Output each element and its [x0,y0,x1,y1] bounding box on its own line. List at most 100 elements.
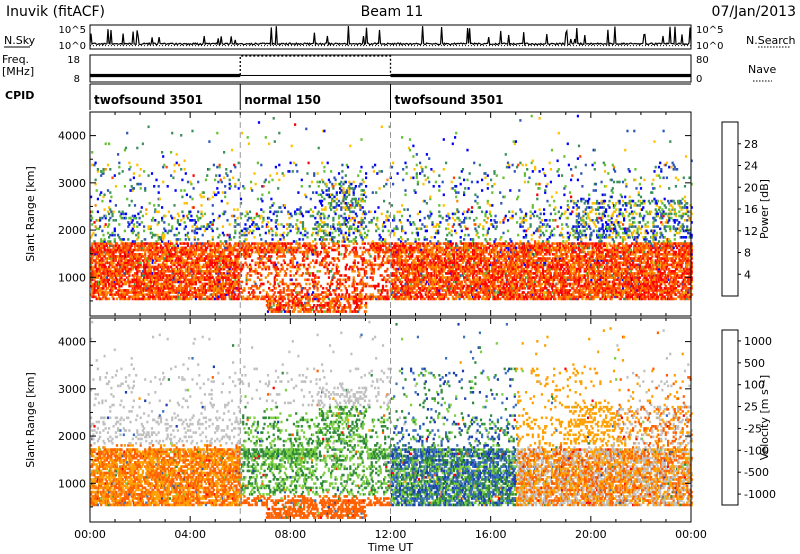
power-cell [193,265,196,269]
power-cell [381,259,385,262]
power-cell [370,246,373,250]
power-cell [275,242,279,245]
power-cell [242,297,245,301]
power-cell [365,195,368,199]
power-cell [137,297,140,301]
power-cell [156,267,159,271]
power-cell [118,287,121,290]
power-cell [312,274,315,277]
nave-tick-bottom: 0 [696,74,702,85]
power-cell [163,265,166,269]
power-cell [292,257,295,260]
power-cell [393,219,396,222]
power-cell [378,242,381,245]
power-cell [351,310,354,313]
power-cell [255,223,258,226]
power-cell [162,289,165,292]
power-cell [168,287,172,290]
power-cell [248,278,252,282]
power-cell [307,278,310,282]
power-cell [314,293,317,296]
power-cell [245,280,248,284]
power-cell [361,261,364,265]
power-cell [189,195,192,199]
power-cell [323,250,326,254]
power-cell [358,229,361,233]
power-cell [95,274,98,277]
power-cell [167,293,170,296]
power-cell [229,261,232,265]
power-cell [90,280,93,284]
power-cell [195,231,199,235]
power-cell [282,289,285,292]
power-cell [235,244,238,248]
power-cell [101,229,104,233]
power-cell [127,280,130,284]
power-cell [91,274,94,277]
power-cell [337,229,341,233]
power-cell [106,240,110,243]
power-cell [197,180,200,184]
power-cell [102,276,105,279]
power-cell [185,289,188,292]
power-cell [306,236,309,239]
power-cell [190,246,193,250]
power-cell [118,248,121,252]
power-cell [348,227,351,231]
power-cell [389,287,392,290]
power-cell [209,280,212,284]
power-cell [132,229,135,233]
power-cell [170,214,173,218]
power-cell [105,267,108,271]
power-cell [97,284,101,288]
power-cell [211,242,214,245]
power-cell [309,208,312,211]
power-cell [296,291,299,294]
power-cell [102,170,105,173]
power-cell [217,246,220,250]
power-cell [322,306,325,309]
power-cell [386,257,389,260]
power-cell [136,221,139,224]
power-cell [234,185,237,188]
power-cell [228,233,231,237]
power-cell [236,248,239,252]
power-cell [370,284,373,288]
power-cell [256,242,259,245]
power-cell [348,185,351,188]
power-cell [161,216,164,220]
power-cell [354,185,357,188]
power-cell [189,280,192,284]
power-cell [292,161,295,165]
power-cell [387,255,390,258]
power-cell [305,297,308,301]
power-cell [245,274,248,277]
power-cell [184,233,187,237]
power-cell [254,246,257,250]
power-cell [296,293,299,296]
power-cell [109,240,112,243]
power-cell [385,219,388,222]
power-cell [217,242,220,245]
power-cell [104,295,107,299]
power-cell [207,270,210,273]
power-cell [183,246,186,250]
power-cell [254,267,257,271]
power-cell [242,244,245,248]
power-cell [297,304,300,307]
power-cell [139,284,142,288]
power-cell [349,310,352,313]
power-cell [399,272,403,275]
power-cell [283,310,286,313]
power-cell [363,242,366,245]
power-cell [97,261,101,265]
power-cell [137,287,140,290]
power-cell [195,246,199,250]
power-cell [101,199,104,203]
power-cell [381,284,385,288]
power-cell [327,242,330,245]
power-cell [117,233,120,237]
power-cell [298,238,301,241]
power-cell [314,276,317,279]
power-cell [295,250,298,254]
